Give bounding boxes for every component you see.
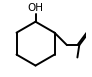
Text: OH: OH bbox=[28, 3, 44, 13]
